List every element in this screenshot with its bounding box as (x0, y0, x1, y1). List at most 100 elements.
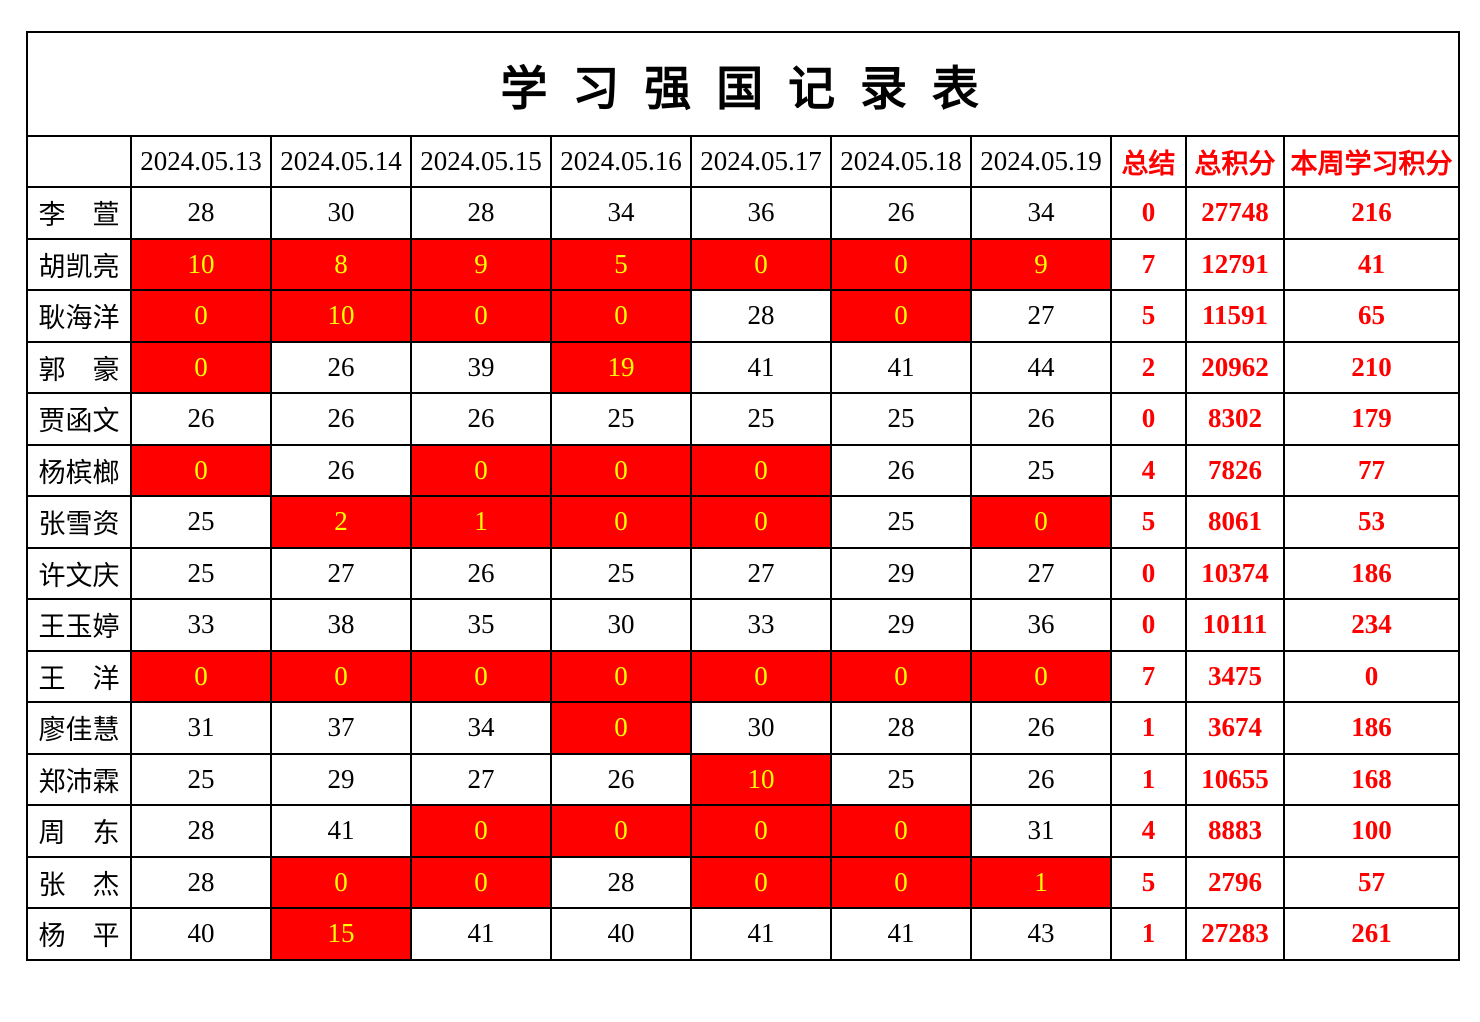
day-score-cell-flagged: 0 (130, 649, 272, 703)
table-row: 廖佳慧 31 37 34 0 30 28 26 1 3674 186 (26, 701, 1460, 755)
day-score-cell-flagged: 10 (130, 237, 272, 291)
day-score-cell: 44 (970, 340, 1112, 394)
table-row: 郑沛霖 25 29 27 26 10 25 26 1 10655 168 (26, 752, 1460, 806)
table-row: 张雪资 25 2 1 0 0 25 0 5 8061 53 (26, 495, 1460, 549)
day-score-cell: 29 (270, 752, 412, 806)
day-score-cell-flagged: 0 (690, 855, 832, 909)
summary-count-cell: 1 (1110, 701, 1187, 755)
date-header: 2024.05.17 (690, 135, 832, 188)
week-points-cell: 0 (1283, 649, 1460, 703)
day-score-cell-flagged: 1 (970, 855, 1112, 909)
day-score-cell: 34 (550, 186, 692, 240)
day-score-cell: 26 (270, 392, 412, 446)
day-score-cell: 36 (970, 598, 1112, 652)
day-score-cell: 41 (830, 340, 972, 394)
day-score-cell-flagged: 0 (690, 495, 832, 549)
day-score-cell-flagged: 0 (410, 855, 552, 909)
day-score-cell: 28 (130, 804, 272, 858)
header-row: 2024.05.13 2024.05.14 2024.05.15 2024.05… (26, 135, 1460, 188)
day-score-cell: 29 (830, 598, 972, 652)
day-score-cell: 41 (690, 340, 832, 394)
day-score-cell: 27 (970, 289, 1112, 343)
table-row: 周 东 28 41 0 0 0 0 31 4 8883 100 (26, 804, 1460, 858)
table-row: 张 杰 28 0 0 28 0 0 1 5 2796 57 (26, 855, 1460, 909)
day-score-cell: 25 (830, 752, 972, 806)
student-name: 李 萱 (26, 186, 132, 240)
day-score-cell-flagged: 0 (970, 649, 1112, 703)
summary-count-cell: 5 (1110, 495, 1187, 549)
day-score-cell: 34 (410, 701, 552, 755)
day-score-cell: 37 (270, 701, 412, 755)
name-column-header (26, 135, 132, 188)
summary-count-cell: 5 (1110, 855, 1187, 909)
table-row: 杨 平 40 15 41 40 41 41 43 1 27283 261 (26, 907, 1460, 961)
day-score-cell-flagged: 9 (970, 237, 1112, 291)
summary-count-cell: 0 (1110, 598, 1187, 652)
week-points-column-header: 本周学习积分 (1283, 135, 1460, 188)
day-score-cell: 33 (690, 598, 832, 652)
day-score-cell-flagged: 5 (550, 237, 692, 291)
week-points-cell: 186 (1283, 701, 1460, 755)
day-score-cell-flagged: 0 (130, 443, 272, 497)
day-score-cell: 28 (830, 701, 972, 755)
student-name: 耿海洋 (26, 289, 132, 343)
total-points-cell: 10374 (1185, 546, 1285, 600)
week-points-cell: 100 (1283, 804, 1460, 858)
page-title: 学 习 强 国 记 录 表 (26, 31, 1460, 137)
summary-count-cell: 0 (1110, 392, 1187, 446)
total-points-cell: 8061 (1185, 495, 1285, 549)
day-score-cell: 40 (550, 907, 692, 961)
day-score-cell: 41 (270, 804, 412, 858)
summary-count-cell: 7 (1110, 649, 1187, 703)
day-score-cell-flagged: 15 (270, 907, 412, 961)
total-points-cell: 3674 (1185, 701, 1285, 755)
day-score-cell: 25 (130, 495, 272, 549)
total-points-cell: 10655 (1185, 752, 1285, 806)
total-points-cell: 27283 (1185, 907, 1285, 961)
day-score-cell: 28 (690, 289, 832, 343)
day-score-cell-flagged: 0 (410, 804, 552, 858)
day-score-cell-flagged: 19 (550, 340, 692, 394)
study-record-sheet: 学 习 强 国 记 录 表 2024.05.13 2024.05.14 2024… (26, 31, 1460, 961)
day-score-cell-flagged: 0 (130, 289, 272, 343)
summary-count-cell: 0 (1110, 546, 1187, 600)
day-score-cell-flagged: 0 (690, 237, 832, 291)
day-score-cell: 27 (410, 752, 552, 806)
day-score-cell: 26 (970, 392, 1112, 446)
day-score-cell: 33 (130, 598, 272, 652)
day-score-cell: 25 (550, 546, 692, 600)
day-score-cell: 29 (830, 546, 972, 600)
day-score-cell-flagged: 9 (410, 237, 552, 291)
study-record-table: 学 习 强 国 记 录 表 2024.05.13 2024.05.14 2024… (26, 31, 1460, 961)
week-points-cell: 261 (1283, 907, 1460, 961)
total-points-cell: 11591 (1185, 289, 1285, 343)
day-score-cell-flagged: 0 (410, 443, 552, 497)
day-score-cell: 28 (410, 186, 552, 240)
day-score-cell-flagged: 8 (270, 237, 412, 291)
table-row: 李 萱 28 30 28 34 36 26 34 0 27748 216 (26, 186, 1460, 240)
day-score-cell-flagged: 0 (830, 855, 972, 909)
total-points-column-header: 总积分 (1185, 135, 1285, 188)
day-score-cell: 26 (970, 752, 1112, 806)
day-score-cell: 26 (270, 340, 412, 394)
day-score-cell-flagged: 0 (830, 289, 972, 343)
week-points-cell: 65 (1283, 289, 1460, 343)
day-score-cell: 38 (270, 598, 412, 652)
summary-count-cell: 7 (1110, 237, 1187, 291)
day-score-cell-flagged: 0 (830, 649, 972, 703)
day-score-cell: 26 (970, 701, 1112, 755)
week-points-cell: 57 (1283, 855, 1460, 909)
day-score-cell: 28 (130, 186, 272, 240)
student-name: 张雪资 (26, 495, 132, 549)
day-score-cell: 36 (690, 186, 832, 240)
student-name: 郭 豪 (26, 340, 132, 394)
date-header: 2024.05.13 (130, 135, 272, 188)
total-points-cell: 12791 (1185, 237, 1285, 291)
total-points-cell: 27748 (1185, 186, 1285, 240)
total-points-cell: 7826 (1185, 443, 1285, 497)
day-score-cell: 30 (550, 598, 692, 652)
day-score-cell: 26 (130, 392, 272, 446)
table-body: 李 萱 28 30 28 34 36 26 34 0 27748 216 胡凯亮 10 8 9 5 0 0 9 7 12… (26, 186, 1460, 961)
day-score-cell-flagged: 0 (690, 649, 832, 703)
day-score-cell: 25 (550, 392, 692, 446)
